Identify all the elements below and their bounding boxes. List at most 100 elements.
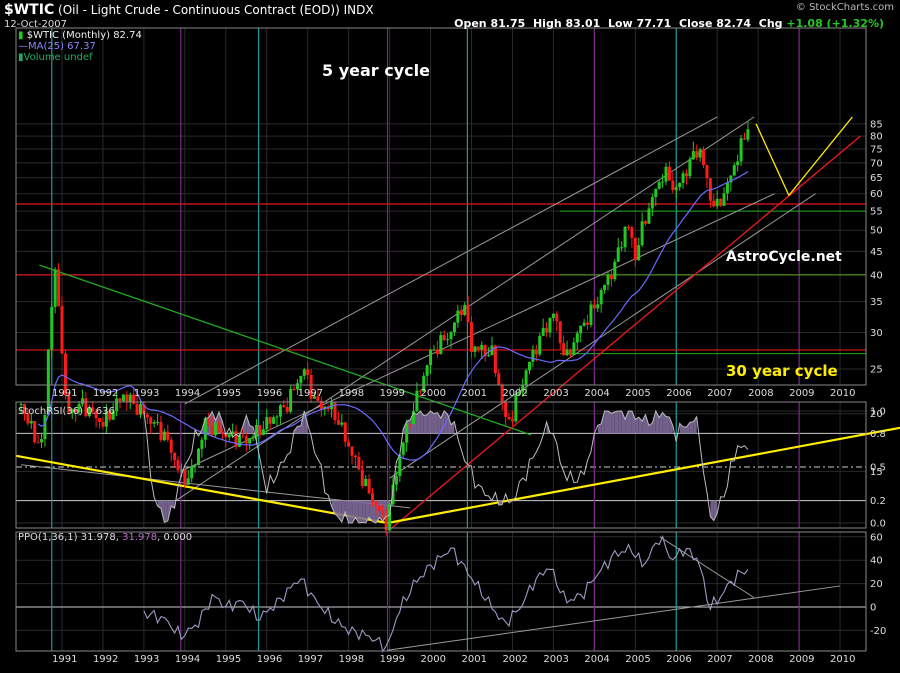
candle-body <box>87 407 91 417</box>
price-tick-label: 30 <box>870 328 883 339</box>
candle-body <box>429 349 433 366</box>
candle-body <box>74 409 78 413</box>
ma-line-icon: — <box>18 41 28 52</box>
stochrsi-label: StochRSI(36) 0.636 <box>18 406 115 417</box>
candle-body <box>521 385 525 393</box>
legend-ma-label: MA(25) 67.37 <box>28 41 96 52</box>
candle-body <box>190 466 194 479</box>
volume-icon: ▮ <box>18 52 24 63</box>
price-tick-label: 60 <box>870 189 883 200</box>
candle-body <box>599 290 603 305</box>
candle-body <box>91 407 95 412</box>
stoch-oversold-fill <box>352 500 356 523</box>
candle-body <box>40 439 44 443</box>
price-tick-label: 80 <box>870 132 883 143</box>
legend-price: ▮ $WTIC (Monthly) 82.74 <box>18 30 142 41</box>
candle-body <box>640 221 644 246</box>
year-tick-label: 1994 <box>175 654 200 665</box>
candle-body <box>497 373 501 385</box>
legend-ma: —MA(25) 67.37 <box>18 41 96 52</box>
candle-body <box>408 423 412 425</box>
stoch-tick-label: 1.0 <box>870 407 886 418</box>
candle-body <box>33 421 37 443</box>
stoch-tick-label: 0.0 <box>870 519 886 530</box>
candle-body <box>739 138 743 162</box>
ppo-trendline <box>659 536 755 599</box>
year-tick-label: 1998 <box>339 388 364 399</box>
year-tick-label: 2001 <box>462 388 487 399</box>
stoch-overbought-fill <box>689 421 694 434</box>
price-tick-label: 15 <box>870 467 883 478</box>
candle-body <box>278 405 282 417</box>
stoch-panel-frame <box>15 401 867 529</box>
price-tick-label: 75 <box>870 144 883 155</box>
candle-body <box>333 402 337 421</box>
header-title: $WTIC (Oil - Light Crude - Continuous Co… <box>4 2 374 18</box>
candle-body <box>654 188 658 198</box>
stoch-overbought-fill <box>604 411 608 434</box>
candle-body <box>26 414 30 424</box>
candle-body <box>510 419 514 422</box>
candle-body <box>128 394 132 403</box>
stoch-overbought-fill <box>433 412 438 434</box>
candle-body <box>319 400 323 410</box>
candle-body <box>70 409 74 413</box>
candle-body <box>541 327 545 336</box>
legend-volume: ▮Volume undef <box>18 52 93 63</box>
candle-body <box>524 370 528 386</box>
stoch-oversold-fill <box>331 500 335 514</box>
year-tick-label: 2007 <box>707 388 732 399</box>
stoch-overbought-fill <box>249 425 254 434</box>
annotation-five-year-cycle: 5 year cycle <box>322 61 430 80</box>
ppo-line <box>143 534 749 653</box>
candle-body <box>227 434 231 438</box>
stoch-trend-yellow <box>387 426 900 525</box>
candle-body <box>476 346 480 350</box>
candle-body <box>626 226 630 228</box>
stoch-overbought-fill <box>666 416 670 434</box>
stoch-overbought-fill <box>420 411 424 434</box>
candle-body <box>234 431 238 447</box>
stoch-oversold-fill <box>362 500 366 523</box>
stoch-overbought-fill <box>297 425 301 434</box>
stoch-overbought-fill <box>416 411 421 434</box>
stoch-overbought-fill <box>662 412 667 434</box>
stoch-oversold-fill <box>355 500 359 523</box>
candle-body <box>470 322 473 352</box>
stoch-oversold-fill <box>335 500 339 518</box>
candle-body <box>722 193 726 206</box>
candle-body <box>268 417 272 424</box>
stoch-overbought-fill <box>638 417 643 434</box>
stoch-overbought-fill <box>621 411 626 434</box>
candle-body <box>695 151 699 158</box>
candle-body <box>244 436 248 444</box>
candle-body <box>538 335 542 355</box>
candle-body <box>388 504 392 531</box>
ma25-line <box>37 171 749 461</box>
price-tick-label: 20 <box>870 409 883 420</box>
stoch-overbought-fill <box>242 415 247 434</box>
stoch-overbought-fill <box>648 423 653 434</box>
candle-body <box>179 469 183 471</box>
candle-body <box>101 422 105 427</box>
candle-body <box>43 414 47 440</box>
candle-body <box>381 510 385 515</box>
year-tick-label: 1996 <box>257 388 282 399</box>
candle-body <box>743 138 746 140</box>
candle-body <box>674 187 678 191</box>
candle-body <box>548 318 552 333</box>
stoch-oversold-fill <box>338 500 342 522</box>
candle-body <box>135 403 139 415</box>
ppo-panel-frame <box>15 531 867 652</box>
candle-body <box>630 227 634 238</box>
ppo-tick-label: 40 <box>870 556 883 567</box>
year-tick-label: 1991 <box>52 654 77 665</box>
panel-frames <box>15 27 867 652</box>
stoch-overbought-fill <box>614 411 619 434</box>
downtrend-line-green <box>39 264 532 436</box>
candle-body <box>125 394 129 403</box>
candle-body <box>681 173 685 183</box>
stoch-overbought-fill <box>423 414 428 434</box>
candle-body <box>145 414 149 418</box>
candle-body <box>53 269 57 307</box>
